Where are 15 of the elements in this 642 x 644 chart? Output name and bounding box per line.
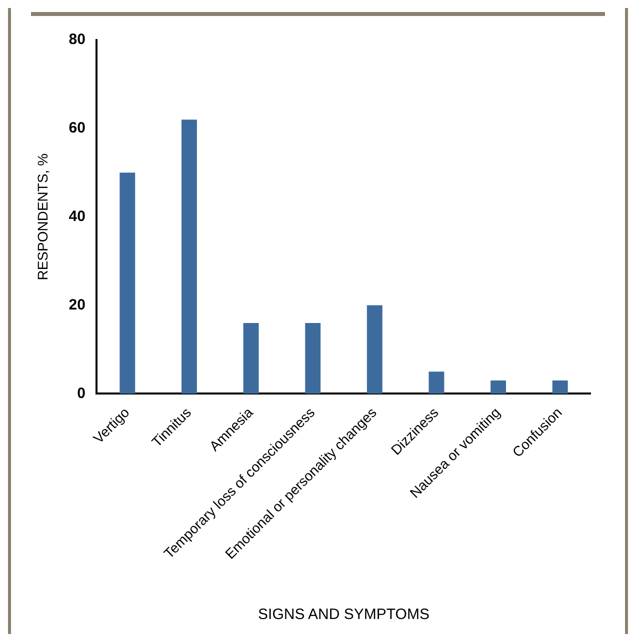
y-tick-label: 20 [68, 296, 86, 314]
bar [552, 380, 568, 394]
bar [490, 380, 506, 394]
x-axis-title: SIGNS AND SYMPTOMS [258, 606, 430, 624]
y-tick-label: 60 [68, 120, 86, 137]
y-tick-label: 0 [77, 384, 86, 402]
bar [428, 372, 444, 394]
bar [243, 322, 259, 394]
y-tick-label: 40 [68, 208, 86, 226]
bar [181, 120, 197, 394]
bar [366, 305, 382, 394]
bar [120, 172, 136, 394]
bar [305, 322, 321, 394]
y-axis-title: RESPONDENTS, % [34, 153, 50, 280]
y-tick-label: 80 [68, 31, 86, 48]
